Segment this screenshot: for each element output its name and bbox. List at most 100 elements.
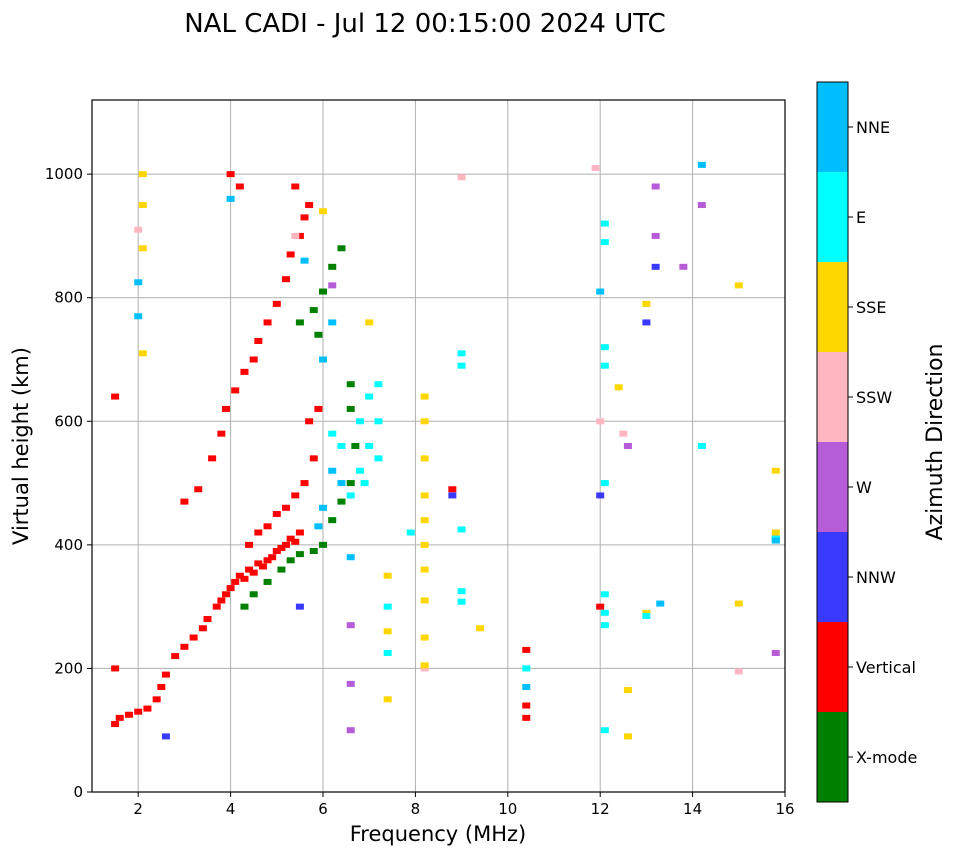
point-vertical [221,591,230,598]
y-tick-label: 200 [54,659,83,677]
point-vertical [240,368,249,375]
y-tick-label: 800 [54,289,83,307]
point-nne [314,523,323,530]
point-x-mode [346,381,355,388]
point-e [600,344,609,351]
y-axis-label: Virtual height (km) [9,347,33,545]
colorbar-label: Vertical [856,658,916,677]
point-e [383,603,392,610]
point-vertical [180,498,189,505]
point-sse [734,600,743,607]
point-sse [319,208,327,215]
point-sse [734,282,743,289]
point-vertical [254,337,263,344]
point-sse [420,541,429,548]
point-nne [771,537,780,544]
point-ssw [134,226,143,233]
point-nne [226,195,235,202]
point-vertical [282,504,291,511]
point-vertical [314,405,323,412]
point-e [600,727,609,734]
point-vertical [189,634,198,641]
point-x-mode [286,557,295,564]
point-nne [337,480,346,487]
colorbar-swatch [817,532,848,622]
point-ssw [596,418,605,425]
point-nne [328,467,337,474]
point-x-mode [309,548,318,555]
point-e [600,591,609,598]
plot-frame [91,99,786,793]
point-e [642,612,651,619]
colorbar-swatch [817,262,848,352]
point-vertical [291,538,300,545]
x-axis-label: Frequency (MHz) [350,822,526,846]
point-vertical [235,572,244,579]
point-vertical [235,183,244,190]
point-vertical [272,300,281,307]
point-e [457,588,466,595]
point-sse [771,467,780,474]
colorbar-swatch [817,82,848,172]
point-e [522,665,531,672]
point-e [600,239,609,246]
point-e [337,443,346,449]
point-e [457,350,466,357]
point-vertical [198,625,207,632]
point-nne [656,600,665,607]
point-w [346,622,355,629]
point-sse [365,319,374,326]
point-e [600,362,609,369]
point-vertical [194,486,203,493]
colorbar-label: NNE [856,118,890,137]
point-vertical [254,529,263,536]
point-vertical [111,721,120,728]
point-e [383,649,392,656]
point-nne [319,356,327,363]
point-sse [420,393,429,400]
point-vertical [254,560,263,567]
point-vertical [522,714,531,721]
point-ssw [591,164,600,171]
point-vertical [295,529,304,536]
point-nnw [161,733,170,740]
colorbar-title: Azimuth Direction [923,343,948,540]
point-vertical [221,405,230,412]
point-sse [138,171,147,178]
point-vertical [522,702,531,709]
point-vertical [217,597,226,604]
point-e [457,526,466,533]
point-w [623,443,632,449]
point-vertical [208,455,217,462]
data-points [111,161,780,740]
point-x-mode [351,443,360,449]
point-e [600,622,609,629]
grid [92,100,786,793]
point-vertical [272,548,281,555]
point-sse [642,609,651,616]
point-x-mode [346,405,355,412]
point-nne [522,683,531,690]
x-tick-label: 10 [498,800,517,818]
point-e [600,220,609,227]
point-sse [420,662,429,669]
x-tick-label: 4 [226,800,236,818]
point-nne [328,319,337,326]
point-vertical [291,492,300,499]
point-x-mode [346,480,355,487]
point-nnw [295,603,304,610]
point-vertical [300,214,309,221]
y-tick-label: 0 [73,783,83,801]
point-x-mode [314,331,323,338]
point-e [365,393,374,400]
point-vertical [231,578,240,585]
point-vertical [143,705,152,712]
point-vertical [305,202,314,209]
point-sse [420,418,429,425]
point-sse [420,455,429,462]
point-sse [623,733,632,740]
point-e [355,467,364,474]
point-vertical [249,569,258,576]
y-tick-label: 1000 [45,165,83,183]
point-vertical [203,616,212,622]
